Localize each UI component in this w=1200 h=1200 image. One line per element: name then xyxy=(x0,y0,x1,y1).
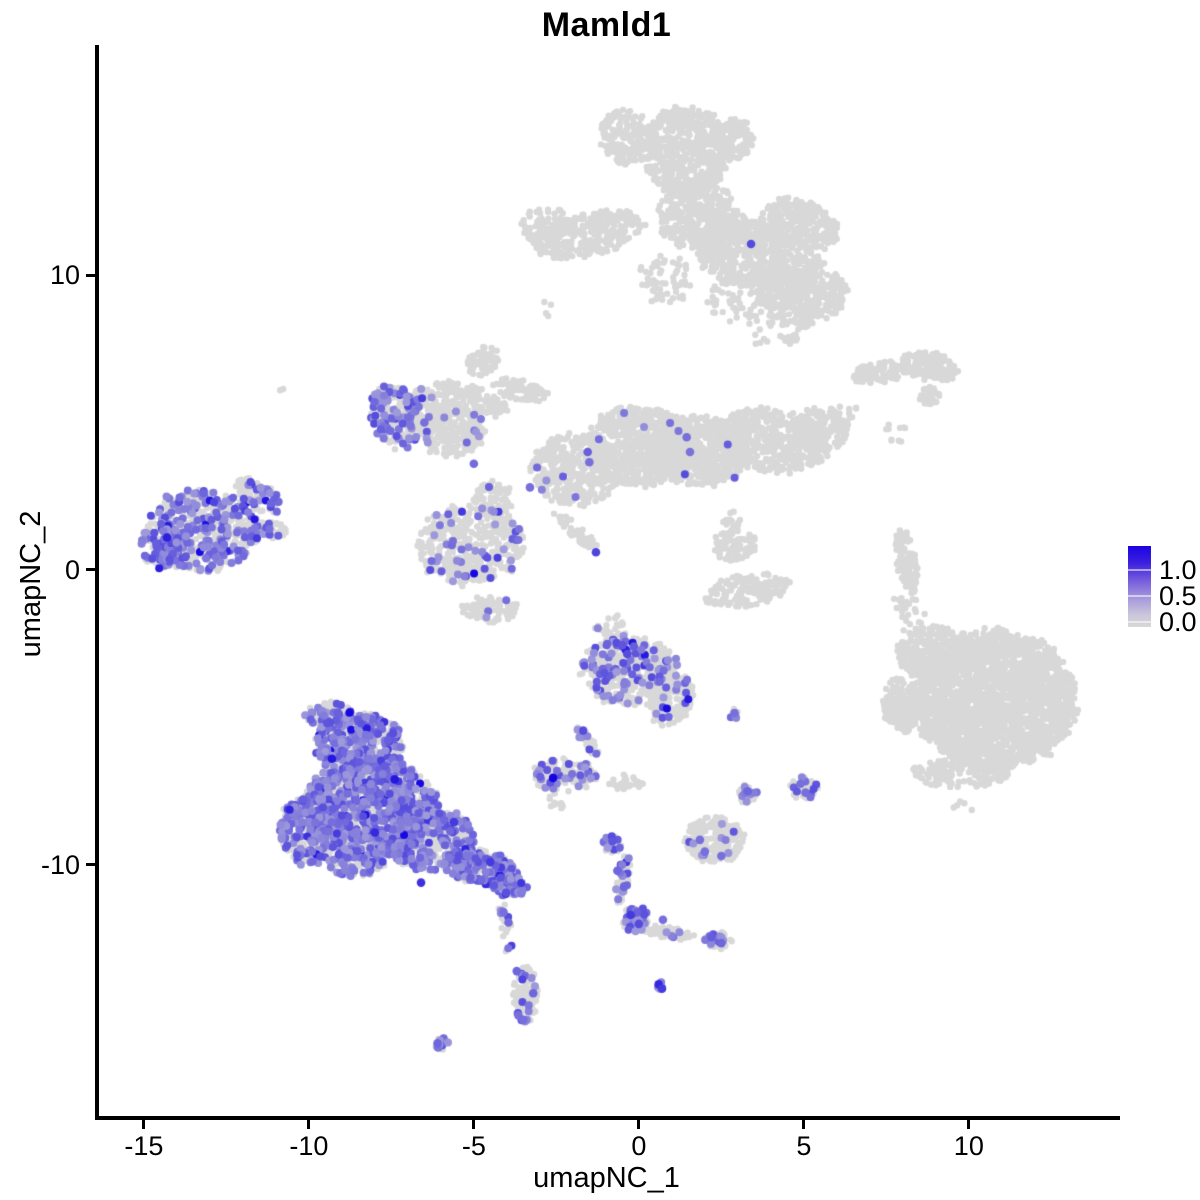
x-tick-label: -5 xyxy=(461,1131,486,1161)
legend-label: 0.5 xyxy=(1159,581,1197,612)
legend-label: 0.0 xyxy=(1159,607,1197,638)
x-tick-mark xyxy=(142,1120,146,1129)
y-tick-label: 10 xyxy=(49,260,80,290)
x-tick-mark xyxy=(307,1120,311,1129)
x-tick-mark xyxy=(637,1120,641,1129)
legend-gradient-bar xyxy=(1128,546,1151,627)
umap-scatter-canvas xyxy=(97,47,1118,1118)
legend-tick xyxy=(1128,569,1151,572)
x-tick-label: -15 xyxy=(124,1131,164,1161)
y-tick-mark xyxy=(86,568,95,572)
y-tick-label: 0 xyxy=(64,554,80,585)
x-tick-label: 5 xyxy=(796,1131,812,1161)
legend-tick xyxy=(1128,595,1151,598)
y-axis-line xyxy=(95,45,99,1120)
y-axis-title: umapNC_2 xyxy=(15,510,47,658)
legend-label: 1.0 xyxy=(1159,555,1197,586)
plot-title: Mamld1 xyxy=(541,6,672,44)
x-tick-label: 0 xyxy=(631,1131,647,1161)
x-tick-label: 10 xyxy=(953,1131,984,1161)
x-tick-mark xyxy=(967,1120,971,1129)
x-tick-label: -10 xyxy=(289,1131,329,1161)
legend-tick xyxy=(1128,621,1151,624)
y-tick-mark xyxy=(86,273,95,277)
x-tick-mark xyxy=(472,1120,476,1129)
y-tick-label: -10 xyxy=(40,849,80,880)
x-tick-mark xyxy=(802,1120,806,1129)
y-tick-mark xyxy=(86,863,95,867)
x-axis-line xyxy=(95,1116,1120,1120)
x-axis-title: umapNC_1 xyxy=(533,1162,680,1194)
